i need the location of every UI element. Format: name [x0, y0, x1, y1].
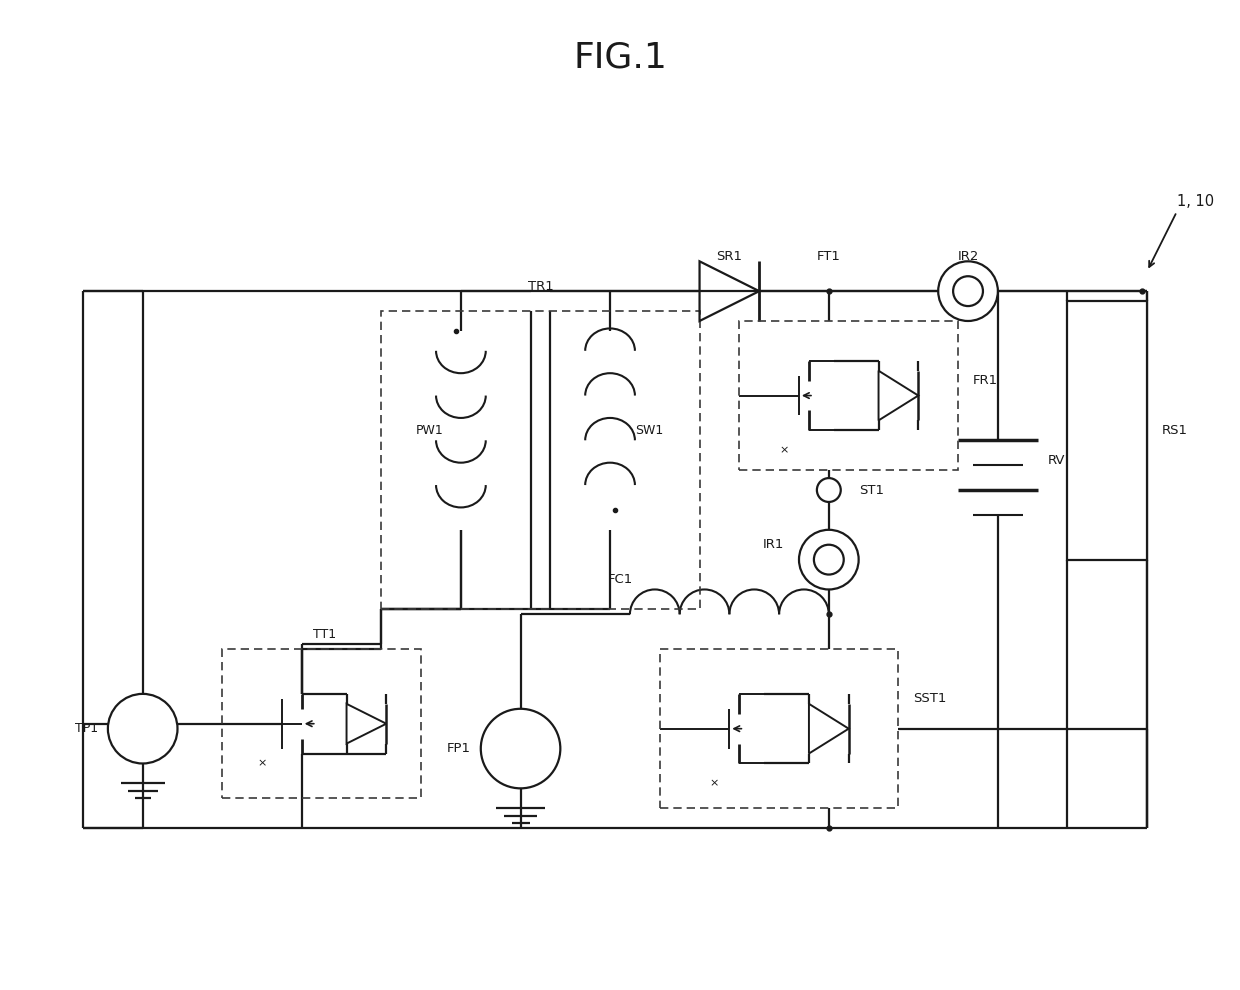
Text: ST1: ST1	[858, 483, 884, 497]
Text: IR1: IR1	[763, 539, 784, 551]
Circle shape	[799, 530, 858, 589]
Circle shape	[817, 478, 841, 502]
Text: ×: ×	[258, 758, 267, 768]
Text: SST1: SST1	[914, 692, 946, 705]
Text: +: +	[136, 718, 149, 734]
Text: +: +	[515, 739, 527, 753]
Bar	[1068, 301, 1147, 559]
Text: TP1: TP1	[74, 722, 98, 736]
Text: PW1: PW1	[417, 424, 444, 437]
Circle shape	[813, 544, 843, 574]
Bar	[382, 311, 699, 610]
Text: SR1: SR1	[717, 249, 743, 263]
Text: 1, 10: 1, 10	[1177, 194, 1214, 209]
Bar	[739, 321, 959, 470]
Text: FP1: FP1	[446, 742, 471, 755]
Bar	[222, 649, 422, 798]
Text: IR2: IR2	[957, 249, 978, 263]
Text: ×: ×	[780, 446, 789, 455]
Text: RS1: RS1	[1162, 424, 1188, 437]
Bar	[660, 649, 899, 808]
Text: FR1: FR1	[973, 374, 998, 387]
Text: RV1: RV1	[1048, 453, 1074, 466]
Text: SW1: SW1	[635, 424, 663, 437]
Text: FC1: FC1	[608, 573, 632, 586]
Text: TR1: TR1	[527, 280, 553, 293]
Text: TT1: TT1	[314, 628, 336, 641]
Circle shape	[939, 261, 998, 321]
Circle shape	[954, 276, 983, 306]
Text: ×: ×	[709, 778, 719, 788]
Text: FIG.1: FIG.1	[573, 41, 667, 74]
Circle shape	[108, 694, 177, 763]
Text: FT1: FT1	[817, 249, 841, 263]
Circle shape	[481, 709, 560, 788]
